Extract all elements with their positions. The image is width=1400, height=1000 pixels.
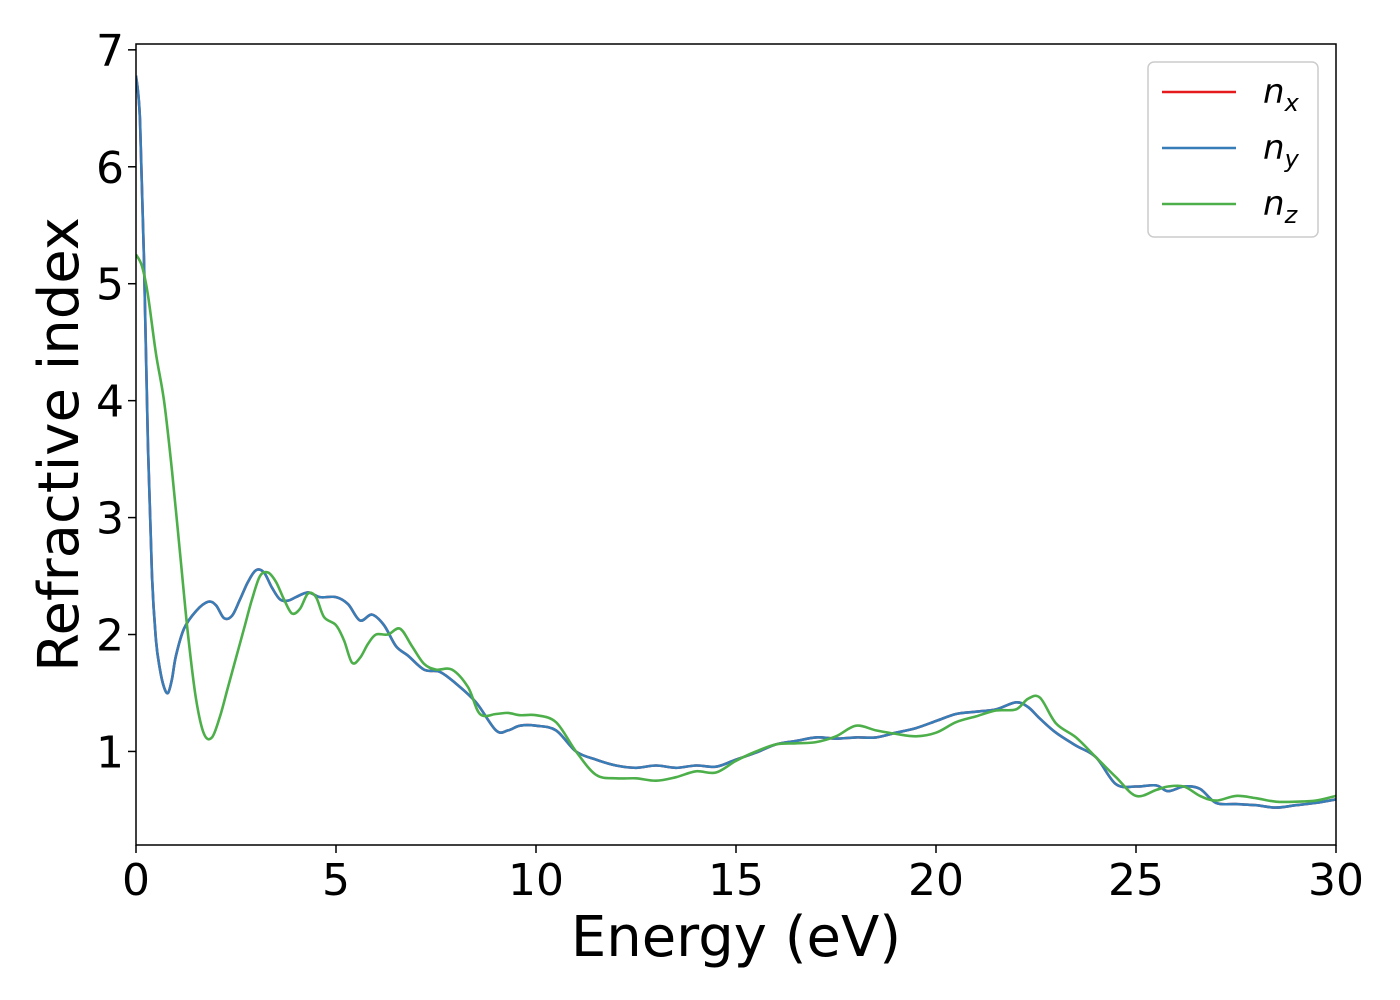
y-axis-label: Refractive index: [27, 217, 92, 672]
y-tick-label: 7: [96, 26, 124, 77]
x-axis: 0 5 10 15 20 25 30: [122, 845, 1364, 906]
legend-box: [1147, 61, 1319, 238]
series-line-n-z: [136, 253, 1336, 804]
y-tick-label: 1: [96, 727, 124, 778]
x-tick-label: 15: [708, 855, 764, 906]
x-axis-label: Energy (eV): [571, 905, 901, 970]
series-line-n-y: [136, 75, 1336, 809]
y-tick-label: 3: [96, 494, 124, 545]
x-tick-label: 5: [322, 855, 350, 906]
y-axis: 1 2 3 4 5 6 7: [96, 26, 136, 778]
legend: nx ny nz: [1147, 61, 1319, 238]
legend-entry-n-y: ny: [1263, 128, 1300, 173]
y-tick-label: 4: [96, 377, 124, 428]
plot-lines: [136, 75, 1336, 809]
x-tick-label: 10: [508, 855, 564, 906]
x-tick-label: 0: [122, 855, 150, 906]
legend-entry-n-x: nx: [1263, 72, 1300, 117]
y-tick-label: 6: [96, 143, 124, 194]
y-tick-label: 5: [96, 260, 124, 311]
x-tick-label: 30: [1308, 855, 1364, 906]
x-tick-label: 20: [908, 855, 964, 906]
legend-entry-n-z: nz: [1263, 184, 1299, 229]
y-tick-label: 2: [96, 611, 124, 662]
x-tick-label: 25: [1108, 855, 1164, 906]
